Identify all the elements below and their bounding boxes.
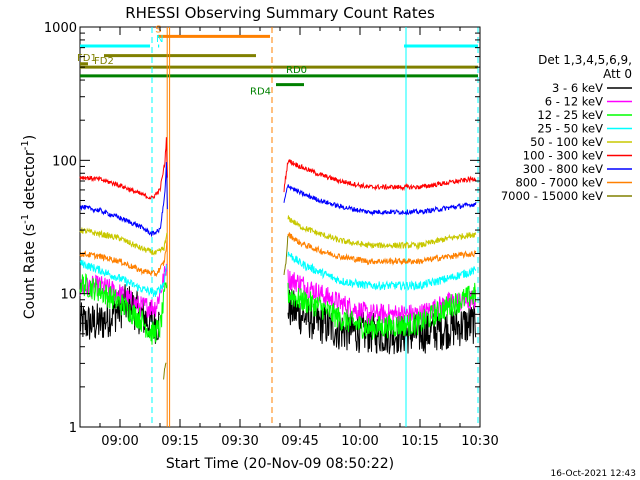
y-tick-label-2: 100 <box>52 154 77 169</box>
flag-label-rd4: RD4 <box>250 87 271 98</box>
series-25-50kev <box>79 251 477 298</box>
flag-label-rd0: RD0 <box>286 65 307 76</box>
x-tick-label-0: 09:00 <box>101 434 138 449</box>
legend-label-25-50kev: 25 - 50 keV <box>537 122 603 136</box>
y-axis-label-mid: detector <box>22 150 38 214</box>
y-axis-label-main: Count Rate (s <box>22 224 38 319</box>
legend-label-300-800kev: 300 - 800 keV <box>523 162 603 176</box>
series-12-25kev <box>79 273 477 345</box>
legend-label-100-300kev: 100 - 300 keV <box>523 149 603 163</box>
flag-label-s: S <box>155 24 161 35</box>
y-axis-label-sup: -1 <box>20 214 31 224</box>
y-tick-label-3: 1000 <box>44 21 77 36</box>
y-axis-label-end: ) <box>22 135 38 140</box>
x-tick-label-6: 10:30 <box>461 434 498 449</box>
y-tick-label-1: 10 <box>60 288 77 303</box>
flag-label-n: N <box>156 34 163 45</box>
series-line-12-25kev-2 <box>287 282 477 340</box>
series-800-7000kev <box>79 232 477 278</box>
series-line-100-300kev-2 <box>283 159 477 193</box>
x-tick-label-3: 09:45 <box>281 434 318 449</box>
flag-label-fd1: FD1 <box>77 53 97 64</box>
legend-label-50-100kev: 50 - 100 keV <box>530 135 603 149</box>
series-line-800-7000kev-2 <box>287 232 477 266</box>
x-tick-label-5: 10:15 <box>401 434 438 449</box>
series-line-300-800kev-2 <box>283 184 477 217</box>
series-line-300-800kev-1 <box>79 162 168 238</box>
series-line-800-7000kev-1 <box>79 240 168 278</box>
series-7000-15000kev <box>163 235 289 380</box>
flag-label-fd2: FD2 <box>94 56 114 67</box>
series-line-12-25kev-1 <box>79 273 168 345</box>
series-50-100kev <box>79 215 477 256</box>
vline-layer <box>151 27 479 427</box>
legend-label-12-25kev: 12 - 25 keV <box>537 108 603 122</box>
series-line-25-50kev-1 <box>79 259 167 298</box>
x-axis: 09:00 09:15 09:30 09:45 10:00 10:15 10:30 <box>79 27 499 449</box>
legend-label-3-6kev: 3 - 6 keV <box>552 81 603 95</box>
y-axis-label: Count Rate (s-1 detector-1) <box>20 135 38 319</box>
y-tick-label-0: 1 <box>69 421 77 436</box>
legend-header-1: Det 1,3,4,5,6,9, <box>538 53 632 67</box>
footer-timestamp: 16-Oct-2021 12:43 <box>551 469 636 479</box>
y-axis-label-sup2: -1 <box>20 140 31 150</box>
series-layer <box>79 137 477 380</box>
x-tick-label-4: 10:00 <box>341 434 378 449</box>
series-line-3-6kev-2 <box>287 288 477 355</box>
series-line-50-100kev-1 <box>79 227 168 256</box>
legend-label-6-12kev: 6 - 12 keV <box>545 95 603 109</box>
legend-label-7000-15000kev: 7000 - 15000 keV <box>501 189 603 203</box>
series-100-300kev <box>79 137 477 200</box>
series-line-100-300kev-1 <box>79 137 168 200</box>
chart-title: RHESSI Observing Summary Count Rates <box>125 4 435 22</box>
series-line-7000-15000kev-2 <box>283 235 289 276</box>
series-line-7000-15000kev-1 <box>163 362 167 380</box>
legend-header-2: Att 0 <box>603 67 632 81</box>
series-line-25-50kev-2 <box>287 251 477 291</box>
series-300-800kev <box>79 162 477 238</box>
x-axis-label: Start Time (20-Nov-09 08:50:22) <box>166 456 394 472</box>
legend-label-800-7000kev: 800 - 7000 keV <box>515 176 603 190</box>
series-line-6-12kev-1 <box>79 263 168 319</box>
series-line-50-100kev-2 <box>287 215 477 251</box>
y-axis: 1 10 100 1000 <box>44 21 480 436</box>
x-tick-label-1: 09:15 <box>161 434 198 449</box>
x-tick-label-2: 09:30 <box>221 434 258 449</box>
